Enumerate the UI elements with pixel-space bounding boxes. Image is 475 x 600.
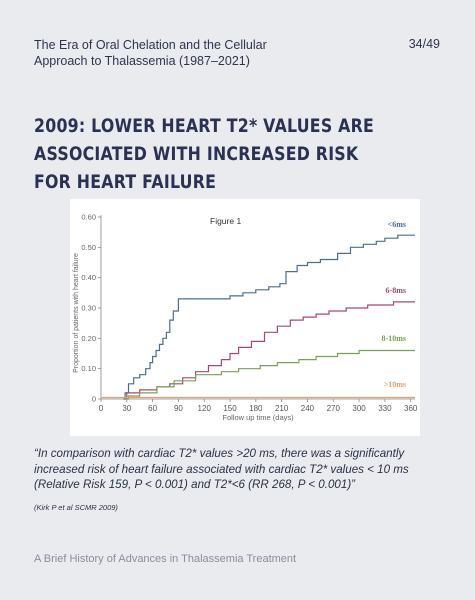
slide-title: 2009: Lower heart T2* values are associa… — [34, 115, 375, 193]
series-label-10ms: >10ms — [384, 380, 406, 389]
y-tick-label: 0.50 — [81, 243, 96, 252]
deck-title: The Era of Oral Chelation and the Cellul… — [34, 38, 267, 68]
series-line-810ms — [123, 349, 415, 400]
x-axis-label: Follow up time (days) — [222, 413, 294, 422]
figure-panel: 0 0.10 0.20 0.30 0.40 0.50 0.60 0 30 60 90 120 150 18… — [70, 199, 420, 436]
x-tick-label: 180 — [249, 404, 263, 413]
x-tick-label: 90 — [174, 404, 183, 413]
x-tick-label: 330 — [378, 404, 392, 413]
slide-header: The Era of Oral Chelation and the Cellul… — [34, 37, 444, 69]
y-tick-label: 0.20 — [81, 334, 96, 343]
x-tick-label: 240 — [301, 404, 315, 413]
x-tick-label: 210 — [275, 404, 289, 413]
series-line-6ms — [123, 234, 415, 400]
y-tick-label: 0.60 — [81, 213, 96, 222]
chart-axes: 0 0.10 0.20 0.30 0.40 0.50 0.60 0 30 60 90 120 150 18… — [73, 213, 418, 423]
x-tick-label: 360 — [404, 404, 418, 413]
page-number: 34/49 — [408, 37, 440, 51]
y-tick-label: 0.30 — [81, 304, 96, 313]
y-tick-label: 0.10 — [81, 364, 96, 373]
x-tick-label: 150 — [223, 404, 237, 413]
figure-label: Figure 1 — [210, 216, 241, 226]
series-label-68ms: 6-8ms — [386, 286, 406, 295]
y-tick-label: 0 — [92, 395, 96, 404]
x-tick-label: 300 — [352, 404, 366, 413]
x-tick-label: 0 — [99, 404, 104, 413]
x-tick-label: 30 — [122, 404, 131, 413]
study-quote: “In comparison with cardiac T2* values >… — [34, 447, 409, 491]
chart-labels: Figure 1 <6ms 6-8ms 8-10ms >10ms — [210, 216, 406, 389]
y-axis-label: Proportion of patients with heart failur… — [73, 253, 80, 373]
x-tick-label: 120 — [198, 404, 212, 413]
chart-series — [101, 234, 415, 400]
series-label-810ms: 8-10ms — [382, 334, 406, 343]
citation: (Kirk P et al SCMR 2009) — [34, 503, 118, 512]
kaplan-meier-chart: 0 0.10 0.20 0.30 0.40 0.50 0.60 0 30 60 90 120 150 18… — [73, 213, 418, 423]
y-tick-label: 0.40 — [81, 273, 96, 282]
series-label-6ms: <6ms — [388, 220, 406, 229]
footer-text: A Brief History of Advances in Thalassem… — [34, 553, 297, 565]
x-tick-label: 60 — [148, 404, 157, 413]
x-tick-label: 270 — [327, 404, 341, 413]
